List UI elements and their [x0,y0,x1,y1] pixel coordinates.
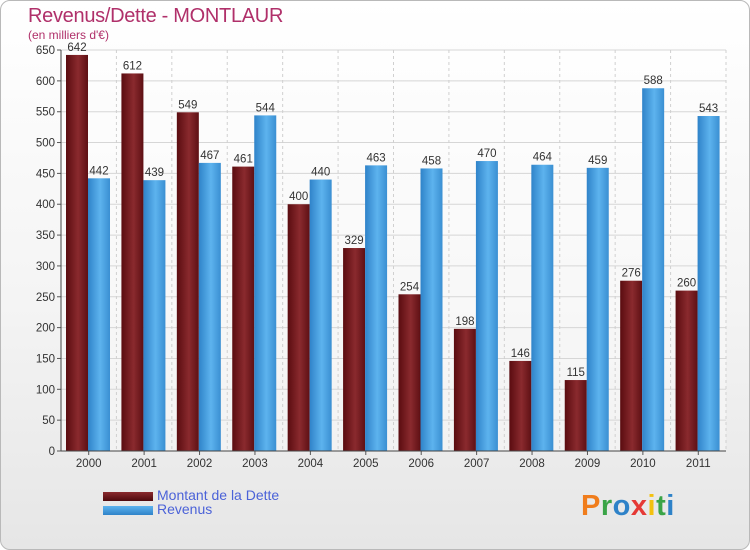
x-tick-label: 2000 [76,458,102,470]
data-label-revenus: 458 [422,155,441,167]
data-label-revenus: 543 [699,103,718,115]
bar-revenus [309,179,332,452]
bar-revenus [697,116,720,451]
y-tick-label: 100 [36,384,55,396]
logo-letter: P [581,490,601,522]
bar-revenus [198,162,221,452]
y-tick-label: 550 [36,107,55,119]
x-tick-label: 2001 [131,458,157,470]
x-tick-label: 2004 [298,458,324,470]
data-label-debt: 461 [234,154,253,166]
data-label-revenus: 470 [477,148,496,160]
data-label-debt: 198 [455,316,474,328]
y-tick-label: 600 [36,76,55,88]
bar-debt [620,280,643,451]
data-label-debt: 260 [677,278,696,290]
y-tick-label: 450 [36,168,55,180]
y-tick-label: 50 [42,415,55,427]
x-tick-label: 2002 [187,458,213,470]
logo-letter: o [612,490,631,522]
chart-subtitle: (en milliers d'€) [28,28,109,42]
data-label-revenus: 439 [145,167,164,179]
bar-revenus [586,167,609,451]
bar-debt [398,294,421,451]
data-label-revenus: 442 [89,165,108,177]
y-tick-label: 400 [36,199,55,211]
logo-letter: x [630,490,648,522]
y-tick-label: 250 [36,292,55,304]
bar-revenus [531,164,554,452]
legend-swatch-debt [103,492,153,501]
bar-debt [176,112,199,451]
y-tick-label: 350 [36,230,55,242]
data-label-debt: 146 [511,348,530,360]
data-label-revenus: 464 [533,152,553,164]
logo-letter: i [666,490,675,522]
data-label-debt: 276 [622,268,641,280]
data-label-revenus: 588 [644,75,663,87]
legend-label-revenus: Revenus [157,501,213,517]
x-tick-label: 2008 [519,458,545,470]
bar-revenus [475,161,498,452]
x-tick-label: 2003 [242,458,268,470]
bar-revenus [143,180,166,451]
y-tick-label: 200 [36,323,55,335]
bar-debt [675,290,698,451]
data-label-revenus: 440 [311,167,330,179]
data-label-debt: 549 [178,99,197,111]
legend-swatch-revenus [103,506,153,515]
logo-letter: t [656,490,667,522]
data-label-debt: 642 [67,42,86,54]
proxiti-logo: Proxiti [581,490,675,523]
y-tick-label: 500 [36,138,55,150]
y-tick-label: 0 [49,446,55,458]
y-tick-label: 300 [36,261,55,273]
x-tick-label: 2007 [464,458,490,470]
data-label-revenus: 467 [200,150,219,162]
data-label-debt: 254 [400,281,420,293]
bar-debt [453,328,476,451]
bar-revenus [88,178,110,451]
bar-revenus [642,88,665,451]
y-tick-label: 650 [36,45,55,57]
chart-title: Revenus/Dette - MONTLAUR [28,5,284,27]
x-tick-label: 2009 [575,458,601,470]
y-tick-label: 150 [36,353,55,365]
data-label-debt: 612 [123,60,142,72]
x-tick-label: 2010 [630,458,656,470]
data-label-revenus: 544 [256,102,276,114]
bar-debt [564,380,587,451]
data-label-revenus: 463 [366,152,385,164]
x-tick-label: 2005 [353,458,379,470]
x-tick-label: 2006 [408,458,434,470]
bar-debt [66,54,88,451]
bar-debt [287,204,310,451]
bar-revenus [365,165,388,451]
data-label-debt: 115 [567,367,585,379]
bar-debt [509,360,532,451]
data-label-debt: 400 [289,191,308,203]
bar-revenus [420,168,443,452]
bar-debt [232,166,255,452]
data-label-debt: 329 [344,235,363,247]
logo-letter: r [600,490,613,522]
bar-debt [343,248,366,451]
bar-debt [121,73,144,451]
legend-label-debt: Montant de la Dette [157,487,280,503]
bar-revenus [254,115,277,451]
x-tick-label: 2011 [686,458,711,470]
logo-letter: i [647,490,657,522]
data-label-revenus: 459 [588,155,607,167]
